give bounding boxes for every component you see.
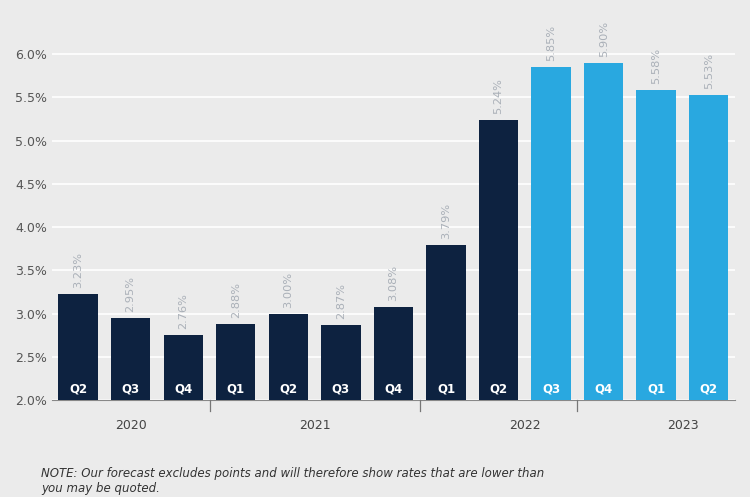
- Text: 2023: 2023: [667, 419, 698, 432]
- Text: 2020: 2020: [115, 419, 146, 432]
- Text: Q2: Q2: [279, 382, 298, 395]
- Bar: [689, 94, 728, 401]
- Text: Q4: Q4: [595, 382, 613, 395]
- Text: Q2: Q2: [69, 382, 87, 395]
- Text: Q3: Q3: [122, 382, 140, 395]
- Bar: [111, 318, 151, 401]
- Text: 2.76%: 2.76%: [178, 293, 188, 329]
- Text: 2.88%: 2.88%: [231, 282, 241, 318]
- Text: Q4: Q4: [384, 382, 403, 395]
- Text: 5.85%: 5.85%: [546, 25, 556, 61]
- Bar: [584, 63, 623, 401]
- Text: 2021: 2021: [298, 419, 331, 432]
- Bar: [478, 120, 518, 401]
- Bar: [637, 90, 676, 401]
- Bar: [374, 307, 413, 401]
- Text: 2.87%: 2.87%: [336, 283, 346, 319]
- Text: 3.23%: 3.23%: [74, 252, 83, 288]
- Text: Q4: Q4: [174, 382, 192, 395]
- Bar: [426, 246, 466, 401]
- Text: 5.58%: 5.58%: [651, 48, 662, 84]
- Text: 3.08%: 3.08%: [388, 265, 398, 301]
- Text: Q1: Q1: [437, 382, 455, 395]
- Text: Q1: Q1: [226, 382, 244, 395]
- Text: NOTE: Our forecast excludes points and will therefore show rates that are lower : NOTE: Our forecast excludes points and w…: [41, 467, 544, 495]
- Bar: [531, 67, 571, 401]
- Text: Q3: Q3: [542, 382, 560, 395]
- Bar: [164, 334, 203, 401]
- Text: Q3: Q3: [332, 382, 350, 395]
- Bar: [268, 314, 308, 401]
- Text: 5.53%: 5.53%: [704, 53, 714, 88]
- Text: 3.79%: 3.79%: [441, 203, 451, 239]
- Bar: [216, 324, 256, 401]
- Text: 5.24%: 5.24%: [494, 78, 503, 114]
- Text: 2022: 2022: [509, 419, 541, 432]
- Text: 2.95%: 2.95%: [126, 276, 136, 312]
- Text: Q2: Q2: [490, 382, 508, 395]
- Bar: [58, 294, 98, 401]
- Text: Q2: Q2: [700, 382, 718, 395]
- Text: 3.00%: 3.00%: [284, 271, 293, 308]
- Text: Q1: Q1: [647, 382, 665, 395]
- Text: 5.90%: 5.90%: [598, 20, 609, 57]
- Bar: [321, 325, 361, 401]
